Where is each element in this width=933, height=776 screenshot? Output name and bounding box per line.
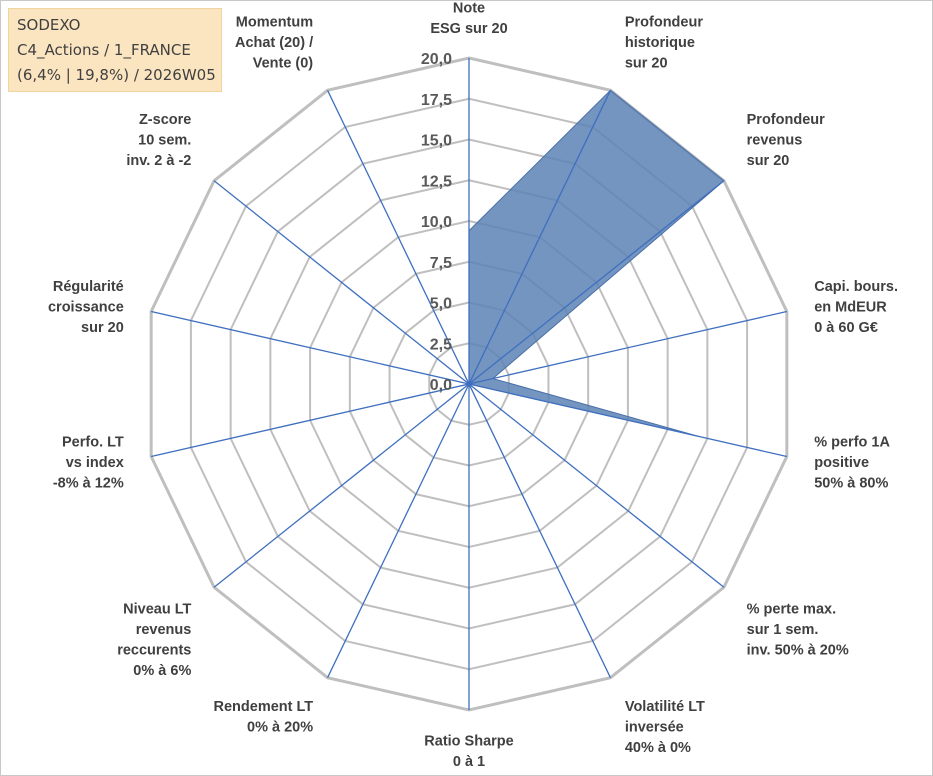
category-label-1: historique — [625, 35, 695, 51]
category-label-11: croissance — [48, 299, 124, 315]
tick-label: 5,0 — [430, 296, 452, 313]
category-label-9: revenus — [136, 622, 192, 638]
category-label-4: 50% à 80% — [814, 476, 888, 492]
category-label-3: 0 à 60 G€ — [814, 320, 878, 336]
category-label-11: Régularité — [53, 279, 124, 295]
tick-label: 0,0 — [430, 377, 452, 394]
category-label-6: inversée — [625, 719, 684, 735]
axis-line-1 — [468, 90, 612, 385]
category-label-13: Achat (20) / — [235, 35, 313, 51]
header-info-box: SODEXO C4_Actions / 1_FRANCE (6,4% | 19,… — [8, 8, 222, 92]
category-label-10: vs index — [66, 455, 124, 471]
category-label-5: inv. 50% à 20% — [747, 643, 849, 659]
category-label-9: Niveau LT — [123, 602, 191, 618]
category-label-4: positive — [814, 455, 869, 471]
category-label-1: Profondeur — [625, 15, 703, 31]
category-label-5: % perte max. — [747, 602, 836, 618]
category-label-2: revenus — [747, 132, 803, 148]
axis-line-8 — [326, 383, 470, 678]
tick-label: 2,5 — [430, 336, 452, 353]
category-label-0: ESG sur 20 — [430, 21, 507, 37]
tick-label: 17,5 — [421, 92, 452, 109]
category-label-12: inv. 2 à -2 — [126, 153, 191, 169]
tick-label: 7,5 — [430, 255, 452, 272]
category-label-6: Volatilité LT — [625, 699, 705, 715]
header-perf-week: (6,4% | 19,8%) / 2026W05 — [17, 66, 216, 84]
category-label-11: sur 20 — [81, 320, 124, 336]
axis-line-3 — [468, 310, 787, 385]
tick-label: 12,5 — [421, 173, 452, 190]
axis-line-12 — [213, 180, 470, 385]
axis-line-10 — [151, 383, 470, 458]
radar-category-labels: Note ESG sur 20 Profondeur historique sur 20… — [48, 1, 898, 771]
category-label-4: % perfo 1A — [814, 435, 890, 451]
category-label-9: 0% à 6% — [133, 663, 191, 679]
category-label-13: Vente (0) — [253, 56, 314, 72]
axis-line-6 — [468, 383, 612, 678]
category-label-10: Perfo. LT — [62, 435, 124, 451]
category-label-3: en MdEUR — [814, 299, 887, 315]
tick-label: 20,0 — [421, 51, 452, 68]
category-label-6: 40% à 0% — [625, 740, 691, 756]
category-label-7: Ratio Sharpe — [424, 734, 513, 750]
tick-label: 10,0 — [421, 214, 452, 231]
axis-line-11 — [151, 310, 470, 385]
category-label-7: 0 à 1 — [453, 754, 485, 770]
category-label-13: Momentum — [236, 15, 313, 31]
radar-axes — [151, 58, 787, 710]
axis-line-4 — [468, 383, 787, 458]
axis-line-5 — [468, 383, 725, 588]
axis-line-13 — [326, 90, 470, 385]
category-label-1: sur 20 — [625, 56, 668, 72]
category-label-8: Rendement LT — [214, 699, 314, 715]
axis-line-2 — [468, 180, 725, 385]
category-label-12: 10 sem. — [138, 132, 191, 148]
category-label-5: sur 1 sem. — [747, 622, 819, 638]
category-label-2: Profondeur — [747, 112, 825, 128]
tick-label: 15,0 — [421, 133, 452, 150]
category-label-0: Note — [453, 1, 485, 17]
header-stock-name: SODEXO — [17, 16, 81, 34]
axis-line-9 — [213, 383, 470, 588]
category-label-3: Capi. bours. — [814, 279, 898, 295]
category-label-10: -8% à 12% — [53, 476, 124, 492]
category-label-8: 0% à 20% — [247, 719, 313, 735]
category-label-9: reccurents — [117, 643, 191, 659]
header-portfolio: C4_Actions / 1_FRANCE — [17, 41, 191, 59]
category-label-2: sur 20 — [747, 153, 790, 169]
category-label-12: Z-score — [139, 112, 191, 128]
radar-tick-labels: 0,0 2,5 5,0 7,5 10,0 12,5 15,0 17,5 20,0 — [421, 51, 452, 394]
